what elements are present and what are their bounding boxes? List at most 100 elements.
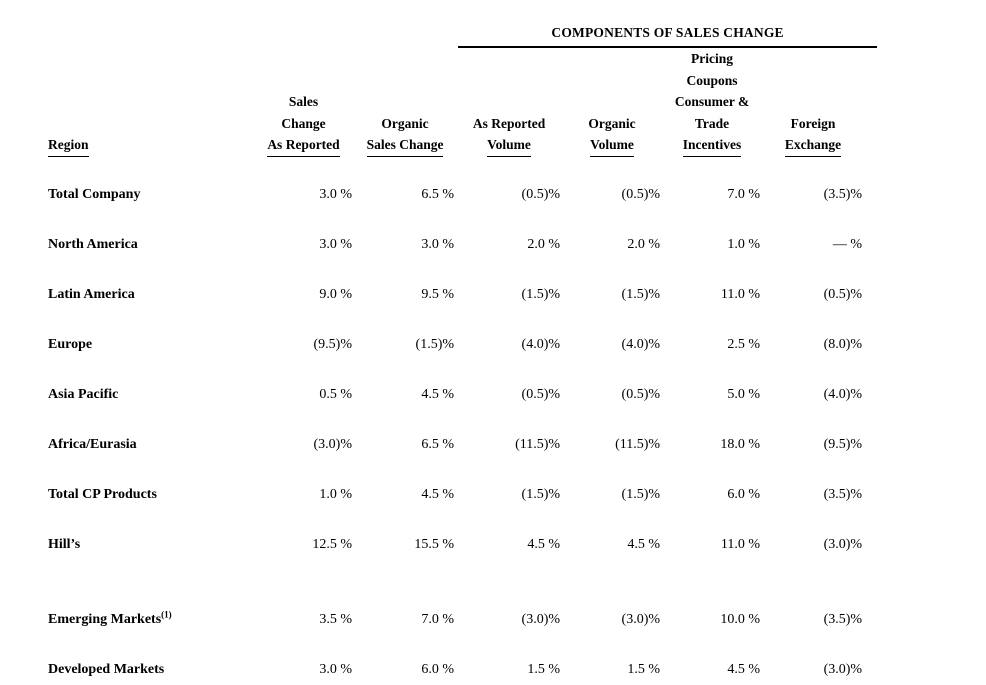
value-cell: 4.5 % [421,386,455,402]
value-cell: 5.0 % [727,386,761,402]
value-cell: (0.5)% [521,186,561,202]
value-cell: 1.5 % [527,661,561,677]
value-cell: (3.0)% [313,436,353,452]
column-header-line: Coupons [686,72,738,88]
value-cell: 3.0 % [421,236,455,252]
region-label-text: Latin America [48,286,135,302]
components-of-sales-change-table: COMPONENTS OF SALES CHANGE Region Sales C… [48,19,878,685]
value-cell: (11.5)% [615,436,661,452]
value-cell: 3.0 % [319,236,352,252]
table-row: Total CP Products 1.0 % 4.5 % (1.5)% (1.5)% 6… [48,460,877,510]
value-cell: 10.0 % [720,611,761,627]
value-cell: 11.0 % [720,286,761,302]
region-label-text: North America [48,236,138,252]
column-header-line: Trade [694,115,730,131]
value-cell: (3.5)% [823,186,863,202]
region-label: Europe [48,310,255,360]
region-label: North America [48,210,255,260]
column-header-1: Organic Sales Change [356,47,458,160]
region-column-header: Region [48,47,255,160]
region-label: Latin America [48,260,255,310]
banner-row: COMPONENTS OF SALES CHANGE [48,19,878,48]
components-banner: COMPONENTS OF SALES CHANGE [458,19,878,48]
table-row: Africa/Eurasia (3.0)% 6.5 % (11.5)% (11.5)% 1… [48,410,877,460]
value-cell: (9.5)% [313,336,353,352]
table-row: Asia Pacific 0.5 % 4.5 % (0.5)% (0.5)% 5.0 % (… [48,360,877,410]
value-cell: 7.0 % [727,186,761,202]
column-header-underlined-label: Incentives [682,134,742,157]
value-cell: (0.5)% [621,386,661,402]
column-header-3: Organic Volume [564,47,664,160]
value-cell: 2.0 % [627,236,661,252]
column-header-line: Pricing [691,51,734,66]
region-label-text: Asia Pacific [48,386,119,402]
value-cell: (11.5)% [515,436,561,452]
value-cell: 7.0 % [421,611,455,627]
region-label-text: Africa/Eurasia [48,436,137,452]
column-header-underlined-label: Volume [590,134,634,157]
region-label-text: Total Company [48,186,141,202]
table-row: Latin America 9.0 % 9.5 % (1.5)% (1.5)% 11.0 … [48,260,877,310]
value-cell: 6.0 % [421,661,455,677]
table-row: Total Company 3.0 % 6.5 % (0.5)% (0.5)% 7.0 %… [48,160,877,210]
value-cell: 3.0 % [319,661,352,677]
table-row: Developed Markets 3.0 % 6.0 % 1.5 % 1.5 % 4.5… [48,635,877,685]
value-cell: 6.0 % [727,486,761,502]
value-cell: 1.0 % [319,486,352,502]
value-cell: 6.5 % [421,186,455,202]
value-cell: (1.5)% [621,486,661,502]
value-cell: (0.5)% [823,286,863,302]
banner-spacer [48,19,458,47]
value-cell: (3.0)% [621,611,661,627]
value-cell: 12.5 % [312,536,352,552]
column-header-line: Change [281,115,326,131]
value-cell: 0.5 % [319,386,352,402]
sales-change-document-page: COMPONENTS OF SALES CHANGE Region Sales C… [0,19,986,677]
column-header-4: Pricing Coupons Consumer & Trade Incentives [664,47,764,160]
column-header-underlined-label: Volume [487,134,531,157]
value-cell: 2.5 % [727,336,761,352]
column-header-5: Foreign Exchange [764,47,877,160]
value-cell: (8.0)% [823,336,863,352]
region-label-text: Total CP Products [48,486,157,502]
value-cell: (1.5)% [621,286,661,302]
value-cell: 3.5 % [319,611,352,627]
table-row: Europe (9.5)% (1.5)% (4.0)% (4.0)% 2.5 % (8.0)… [48,310,877,360]
value-cell: (3.0)% [823,536,863,552]
value-cell: 4.5 % [627,536,661,552]
value-cell: 3.0 % [319,186,352,202]
region-label-text: Hill’s [48,536,81,552]
column-header-2: As Reported Volume [458,47,564,160]
value-cell: (3.0)% [521,611,561,627]
banner-title: COMPONENTS OF SALES CHANGE [551,25,784,40]
value-cell: 1.5 % [627,661,661,677]
value-cell: (0.5)% [521,386,561,402]
region-label-text: Europe [48,336,93,352]
table-row: Hill’s 12.5 % 15.5 % 4.5 % 4.5 % 11.0 % (3.0)% [48,510,877,560]
value-cell: 11.0 % [720,536,761,552]
column-header-line: Organic [381,115,429,131]
value-cell: (9.5)% [823,436,863,452]
value-cell: 9.5 % [421,286,455,302]
column-header-line: As Reported [472,115,546,131]
value-cell: 2.0 % [527,236,561,252]
footnote-marker: (1) [161,608,172,619]
value-cell: (3.0)% [823,661,863,677]
region-label: Hill’s [48,510,255,560]
value-cell: (4.0)% [521,336,561,352]
value-cell: 4.5 % [421,486,455,502]
column-header-underlined-label: Sales Change [366,134,444,157]
value-cell: (3.5)% [823,486,863,502]
value-cell: (1.5)% [521,286,561,302]
region-label-text: Emerging Markets [48,611,162,627]
column-header-underlined-label: Exchange [784,134,842,157]
column-header-row: Region Sales Change As Reported Organic Sale… [48,47,877,160]
value-cell: (1.5)% [521,486,561,502]
value-cell: 4.5 % [527,536,561,552]
column-header-line: Sales [288,94,319,109]
value-cell: (0.5)% [621,186,661,202]
value-cell: (3.5)% [823,611,863,627]
value-cell: 4.5 % [727,661,761,677]
region-label-text: Developed Markets [48,661,165,677]
region-label: Total Company [48,160,255,210]
